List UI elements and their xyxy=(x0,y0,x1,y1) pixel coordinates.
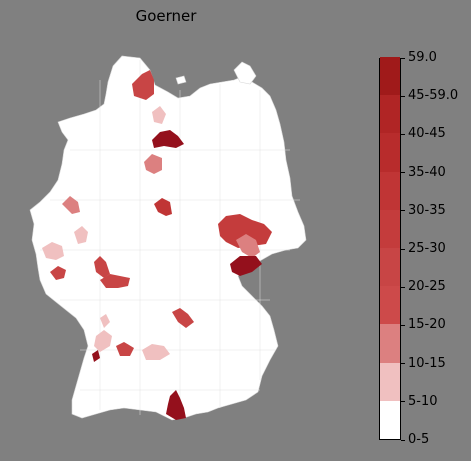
legend-segment xyxy=(380,323,400,363)
district-central xyxy=(154,198,172,216)
legend-tick xyxy=(401,95,405,97)
legend-label: 20-25 xyxy=(408,279,446,295)
legend-segment xyxy=(380,247,400,287)
germany-landmass xyxy=(29,55,307,421)
highlighted-districts xyxy=(42,70,272,420)
district-bavaria-north xyxy=(172,308,194,328)
legend-segment xyxy=(380,56,400,96)
legend-colorbar xyxy=(379,56,401,440)
legend-tick xyxy=(401,363,405,365)
legend-tick xyxy=(401,439,405,441)
district-west-3 xyxy=(42,242,64,260)
legend-segment xyxy=(380,132,400,172)
germany-mainland xyxy=(29,55,307,421)
legend-tick xyxy=(401,286,405,288)
legend-label: 59.0 xyxy=(408,50,437,65)
district-west-4 xyxy=(50,266,66,280)
legend-label: 45-59.0 xyxy=(408,88,459,104)
district-hesse-2 xyxy=(100,274,130,288)
legend-tick xyxy=(401,133,405,135)
district-west-1 xyxy=(62,196,80,214)
legend-segment xyxy=(380,285,400,325)
district-hamburg-south xyxy=(152,106,166,124)
legend-label: 30-35 xyxy=(408,202,446,218)
ruegen-island xyxy=(233,61,257,85)
district-west-2 xyxy=(74,226,88,244)
legend-tick xyxy=(401,248,405,250)
district-kiel-region xyxy=(132,70,154,100)
legend-label: 15-20 xyxy=(408,317,446,333)
district-saxony-south xyxy=(230,256,262,276)
district-southwest-4 xyxy=(142,344,170,360)
map-title: Goerner xyxy=(135,7,197,25)
district-hesse-1 xyxy=(94,256,110,278)
legend-label: 40-45 xyxy=(408,126,446,142)
district-north-central xyxy=(152,130,184,148)
district-southwest-3 xyxy=(116,342,134,356)
legend-segment xyxy=(380,94,400,134)
legend-tick xyxy=(401,401,405,403)
legend-tick xyxy=(401,324,405,326)
legend-label: 5-10 xyxy=(408,393,438,409)
fehmarn-island xyxy=(175,75,187,85)
district-hanover-west xyxy=(144,154,162,174)
legend-label: 35-40 xyxy=(408,164,446,180)
legend-label: 10-15 xyxy=(408,355,446,371)
district-southwest-1 xyxy=(100,314,110,328)
district-southwest-2 xyxy=(94,330,112,352)
legend-segment xyxy=(380,362,400,401)
district-southwest-5 xyxy=(92,350,100,362)
legend-label: 25-30 xyxy=(408,241,446,256)
legend-segment xyxy=(380,209,400,248)
legend-tick xyxy=(401,172,405,174)
legend-tick xyxy=(401,57,405,59)
legend-tick xyxy=(401,210,405,212)
legend-segment xyxy=(380,171,400,210)
district-saxony-north xyxy=(218,214,272,248)
legend-segment xyxy=(380,400,400,439)
district-saxony-mid xyxy=(236,234,260,258)
legend-label: 0-5 xyxy=(408,432,430,447)
district-bavaria-south xyxy=(166,390,186,420)
